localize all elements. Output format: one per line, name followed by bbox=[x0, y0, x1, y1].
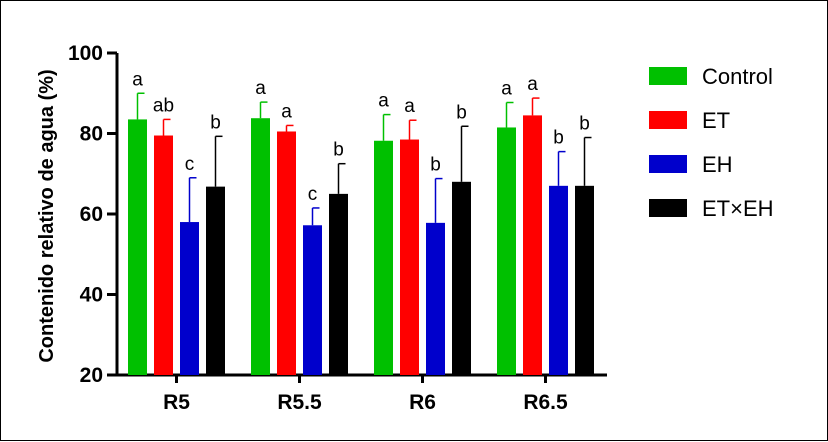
significance-letter: a bbox=[378, 91, 389, 112]
legend-label: Control bbox=[702, 64, 773, 89]
bar bbox=[206, 186, 225, 375]
significance-letter: a bbox=[404, 96, 415, 117]
y-tick-label: 40 bbox=[80, 284, 103, 307]
bar bbox=[549, 185, 568, 375]
bar bbox=[154, 135, 173, 375]
significance-letter: c bbox=[308, 184, 318, 205]
significance-letter: a bbox=[281, 101, 292, 122]
significance-letter: b bbox=[430, 155, 441, 176]
y-axis-label: Contenido relativo de agua (%) bbox=[36, 69, 58, 362]
bar bbox=[329, 193, 348, 375]
significance-letter: a bbox=[255, 78, 266, 99]
x-tick-label: R5.5 bbox=[277, 391, 322, 414]
y-axis-label-group: Contenido relativo de agua (%) bbox=[36, 69, 58, 362]
y-tick-label: 20 bbox=[80, 364, 103, 387]
significance-letter: c bbox=[185, 154, 195, 175]
legend-swatch bbox=[649, 155, 687, 173]
bar bbox=[575, 185, 594, 375]
significance-letter: a bbox=[501, 79, 512, 100]
bar bbox=[277, 131, 296, 375]
y-tick-label: 100 bbox=[68, 42, 103, 65]
legend-label: ET bbox=[702, 108, 730, 133]
bar bbox=[452, 181, 471, 375]
x-tick-label: R6 bbox=[409, 391, 436, 414]
bar bbox=[180, 222, 199, 375]
legend-label: ET×EH bbox=[702, 196, 774, 221]
legend-swatch bbox=[649, 67, 687, 85]
x-tick-label: R6.5 bbox=[523, 391, 568, 414]
significance-letter: b bbox=[553, 128, 564, 149]
y-tick-label: 60 bbox=[80, 203, 103, 226]
significance-letter: a bbox=[132, 69, 143, 90]
bar bbox=[251, 118, 270, 375]
y-tick-label: 80 bbox=[80, 123, 103, 146]
error-bars bbox=[136, 92, 592, 226]
bar bbox=[374, 140, 393, 375]
bar bbox=[400, 139, 419, 375]
significance-letter: b bbox=[579, 114, 590, 135]
bars bbox=[128, 115, 594, 376]
legend: Control ET EH ET×EH bbox=[649, 64, 774, 221]
bar bbox=[426, 222, 445, 375]
significance-letter: a bbox=[527, 74, 538, 95]
significance-letter: b bbox=[456, 102, 467, 123]
bar bbox=[523, 115, 542, 375]
bar bbox=[128, 119, 147, 375]
legend-swatch bbox=[649, 199, 687, 217]
bar bbox=[303, 225, 322, 375]
significance-letter: ab bbox=[153, 95, 174, 116]
legend-swatch bbox=[649, 111, 687, 129]
x-tick-label: R5 bbox=[163, 391, 190, 414]
significance-letter: b bbox=[210, 112, 221, 133]
legend-label: EH bbox=[702, 152, 733, 177]
bar bbox=[497, 127, 516, 376]
significance-letter: b bbox=[333, 140, 344, 161]
